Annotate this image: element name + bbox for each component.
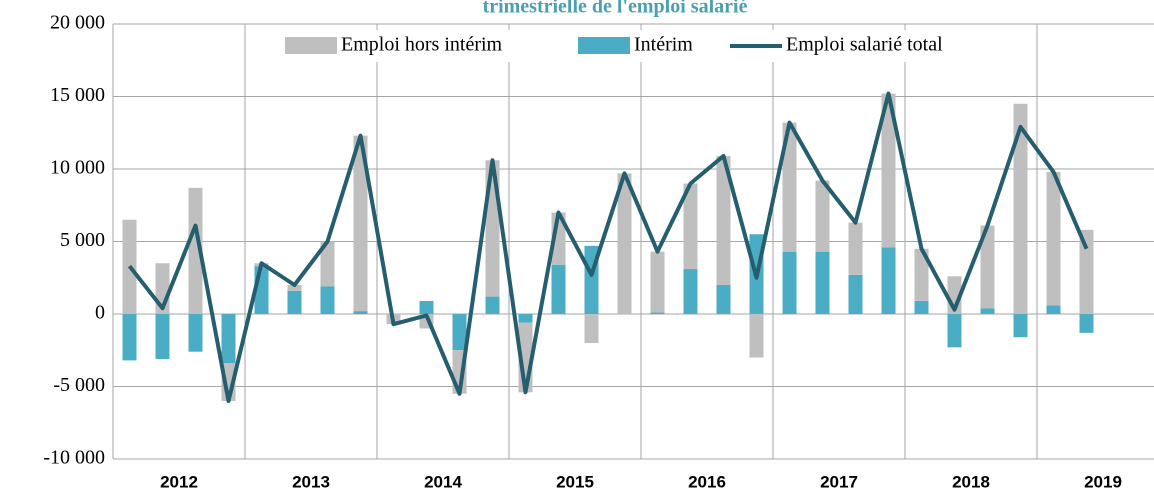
bar <box>353 135 368 312</box>
x-tick-label: 2018 <box>952 472 990 491</box>
bar <box>881 93 896 248</box>
x-tick-label: 2019 <box>1084 472 1122 491</box>
x-tick-label: 2016 <box>688 472 726 491</box>
bar <box>320 241 335 287</box>
legend-bg <box>280 30 1005 62</box>
bar <box>980 225 995 309</box>
bar <box>749 314 764 358</box>
bar <box>287 290 302 314</box>
y-tick-label: 10 000 <box>50 157 105 179</box>
bar <box>287 285 302 291</box>
bar <box>1013 103 1028 314</box>
bar <box>452 314 467 351</box>
y-tick-label: -5 000 <box>53 374 105 396</box>
y-tick-label: 5 000 <box>60 229 105 251</box>
bar <box>947 314 962 348</box>
bar <box>914 248 929 301</box>
bar <box>716 155 731 285</box>
y-tick-label: -10 000 <box>43 447 105 469</box>
bar <box>881 247 896 314</box>
bar <box>1046 305 1061 314</box>
legend-label: Emploi salarié total <box>786 34 943 56</box>
bar <box>485 296 500 314</box>
bar <box>320 286 335 314</box>
bar <box>419 300 434 314</box>
bar <box>188 314 203 352</box>
bar <box>1013 314 1028 338</box>
bar <box>650 251 665 313</box>
bar <box>188 187 203 314</box>
bar <box>683 183 698 270</box>
bar <box>1046 171 1061 306</box>
legend-label: Intérim <box>634 34 693 56</box>
bar <box>848 274 863 314</box>
bar <box>353 311 368 314</box>
bar <box>716 285 731 314</box>
bar <box>551 264 566 314</box>
chart-title: trimestrielle de l'emploi salarié <box>483 0 748 18</box>
x-tick-label: 2015 <box>556 472 594 491</box>
bar <box>584 314 599 343</box>
bar <box>617 173 632 314</box>
bar <box>914 300 929 314</box>
legend-swatch <box>285 37 337 54</box>
bar <box>155 314 170 359</box>
bar <box>848 222 863 275</box>
legend-label: Emploi hors intérim <box>341 34 503 56</box>
y-tick-label: 20 000 <box>50 12 105 34</box>
bar <box>650 312 665 314</box>
line <box>127 91 1089 403</box>
bar <box>122 314 137 361</box>
bar <box>782 122 797 252</box>
bar <box>221 314 236 364</box>
bar <box>1079 229 1094 314</box>
x-tick-label: 2014 <box>424 472 462 491</box>
y-tick-label: 0 <box>95 302 105 324</box>
legend-swatch <box>578 37 630 54</box>
bar <box>683 269 698 314</box>
x-tick-label: 2013 <box>292 472 330 491</box>
x-tick-label: 2012 <box>160 472 198 491</box>
bar <box>980 308 995 314</box>
x-tick-label: 2017 <box>820 472 858 491</box>
bar <box>782 251 797 314</box>
y-tick-label: 15 000 <box>50 84 105 106</box>
bar <box>815 251 830 314</box>
bar <box>518 314 533 323</box>
bar <box>815 180 830 252</box>
bar <box>1079 314 1094 333</box>
legend: Emploi hors intérim Intérim Emploi salarié… <box>280 30 1005 62</box>
